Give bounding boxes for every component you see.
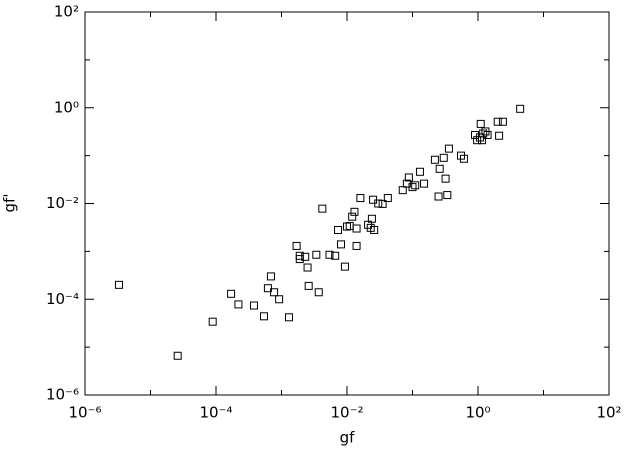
point — [435, 164, 444, 173]
y-tick-label: 10⁻² — [46, 194, 79, 212]
point — [370, 225, 379, 234]
point — [227, 289, 236, 298]
point — [208, 317, 217, 326]
point — [443, 191, 452, 200]
point — [312, 250, 321, 259]
point — [411, 181, 420, 190]
x-tick-label: 10² — [596, 404, 621, 422]
point — [444, 144, 453, 153]
point — [303, 263, 312, 272]
point — [352, 241, 361, 250]
point — [314, 288, 323, 297]
x-tick-label: 10⁰ — [465, 404, 490, 422]
point — [459, 154, 468, 163]
point — [374, 199, 383, 208]
point — [337, 240, 346, 249]
point — [270, 288, 279, 297]
point — [367, 214, 376, 223]
y-tick-label: 10⁻⁶ — [46, 386, 79, 404]
point — [439, 153, 448, 162]
x-tick-label: 10⁻² — [330, 404, 363, 422]
point — [493, 117, 502, 126]
point — [350, 207, 359, 216]
point — [263, 284, 272, 293]
point — [173, 351, 182, 360]
x-axis-label: gf — [340, 429, 356, 447]
point — [473, 136, 482, 145]
point — [378, 199, 387, 208]
point — [356, 194, 365, 203]
y-tick-label: 10⁰ — [54, 98, 79, 116]
point — [404, 173, 413, 182]
point — [441, 174, 450, 183]
point — [334, 225, 343, 234]
point — [114, 280, 123, 289]
point — [408, 183, 417, 192]
point — [340, 262, 349, 271]
point — [304, 281, 313, 290]
point — [343, 222, 351, 231]
point — [398, 186, 407, 195]
point — [259, 312, 268, 321]
point — [331, 251, 340, 260]
point — [295, 255, 304, 264]
point — [479, 129, 488, 138]
point — [325, 250, 334, 259]
point — [275, 295, 284, 304]
point — [430, 155, 439, 164]
plot-frame — [84, 11, 610, 396]
x-tick-label: 10⁻⁶ — [68, 404, 101, 422]
point — [284, 313, 293, 322]
y-axis-label: gf' — [1, 194, 19, 213]
point — [249, 301, 258, 310]
point — [318, 204, 327, 213]
point — [420, 179, 429, 188]
y-tick-label: 10⁻⁴ — [46, 290, 79, 308]
point — [383, 194, 392, 203]
point — [301, 252, 310, 261]
point — [352, 224, 361, 233]
point — [415, 167, 424, 176]
point — [495, 131, 504, 140]
point — [348, 212, 357, 221]
point — [266, 272, 275, 281]
point — [476, 119, 485, 128]
point — [292, 241, 301, 250]
point — [471, 130, 480, 139]
point — [498, 117, 507, 126]
point — [516, 104, 525, 113]
point — [434, 192, 443, 201]
point — [483, 130, 492, 139]
x-tick-label: 10⁻⁴ — [199, 404, 232, 422]
point — [234, 300, 243, 309]
y-tick-label: 10² — [54, 3, 79, 21]
